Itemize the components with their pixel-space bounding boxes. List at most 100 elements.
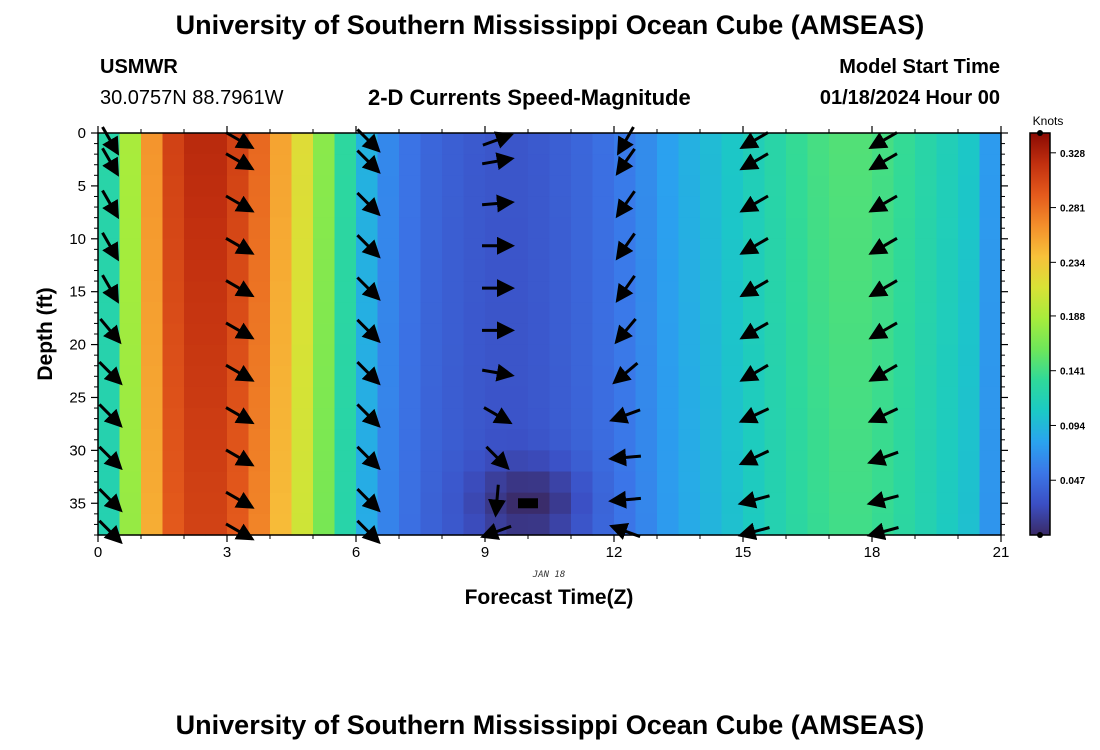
heatmap-cell [528, 323, 551, 346]
heatmap-cell [614, 429, 637, 451]
heatmap-cell [678, 175, 701, 198]
heatmap-cell [743, 259, 766, 282]
heatmap-cell [872, 217, 895, 240]
heatmap-cell [184, 175, 207, 198]
heatmap-cell [141, 386, 164, 409]
heatmap-cell [205, 238, 228, 261]
heatmap-cell [248, 386, 271, 409]
heatmap-cell [786, 196, 809, 219]
heatmap-cell [291, 259, 314, 282]
heatmap-cell [98, 386, 121, 409]
current-vector [101, 126, 119, 156]
current-vector [98, 519, 123, 545]
heatmap-cell [657, 471, 680, 494]
heatmap-cell [549, 175, 572, 198]
heatmap-cell [528, 196, 551, 219]
heatmap-cell [915, 471, 938, 494]
current-vector [225, 363, 255, 382]
heatmap-cell [377, 323, 400, 346]
heatmap-cell [657, 281, 680, 303]
heatmap-cell [635, 154, 658, 176]
heatmap-cell [162, 492, 185, 515]
heatmap-cell [205, 323, 228, 346]
heatmap-cell [356, 429, 379, 451]
heatmap-cell [743, 386, 766, 409]
heatmap-cell [291, 365, 314, 388]
heatmap-cell [635, 302, 658, 325]
heatmap-cell [399, 365, 422, 388]
heatmap-cell [356, 196, 379, 219]
current-vector [737, 522, 770, 541]
heatmap-cell [313, 217, 336, 240]
heatmap-cell [549, 259, 572, 282]
heatmap-cell [700, 196, 723, 219]
heatmap-cell [743, 429, 766, 451]
current-vector [225, 490, 255, 509]
heatmap-cell [119, 344, 142, 367]
heatmap-cell [205, 492, 228, 515]
heatmap-cell [119, 365, 142, 388]
heatmap-cell [592, 133, 615, 155]
heatmap-cell [915, 492, 938, 515]
heatmap-cell [356, 471, 379, 494]
heatmap-cell [442, 281, 465, 303]
heatmap-cell [678, 154, 701, 176]
heatmap-cell [528, 133, 551, 155]
heatmap-cell [786, 386, 809, 409]
heatmap-cell [850, 281, 873, 303]
heatmap-cell [721, 344, 744, 367]
heatmap-cell [377, 365, 400, 388]
heatmap-cell [635, 471, 658, 494]
heatmap-cell [829, 386, 852, 409]
heatmap-cell [119, 450, 142, 473]
heatmap-cell [936, 154, 959, 176]
heatmap-cell [119, 302, 142, 325]
heatmap-cell [420, 492, 443, 515]
station-name: USMWR [100, 56, 178, 78]
current-vector [101, 274, 119, 304]
current-vector [356, 488, 381, 513]
heatmap-cell [915, 175, 938, 198]
heatmap-cell [571, 133, 594, 155]
heatmap-cell [958, 323, 981, 346]
heatmap-cell [334, 408, 357, 430]
heatmap-cell [592, 259, 615, 282]
current-vector [225, 321, 255, 340]
heatmap-cell [420, 450, 443, 473]
heatmap-cell [377, 492, 400, 515]
heatmap-cell [915, 133, 938, 155]
heatmap-cell [678, 408, 701, 430]
heatmap-cell [442, 217, 465, 240]
heatmap-cell [270, 238, 293, 261]
heatmap-cell [678, 217, 701, 240]
current-vector [739, 131, 769, 149]
heatmap-cell [657, 133, 680, 155]
heatmap-cell [291, 281, 314, 303]
heatmap-cell [162, 133, 185, 155]
current-vector [483, 406, 513, 425]
heatmap-cell [893, 281, 916, 303]
y-tick-label: 35 [69, 495, 86, 512]
heatmap-cell [334, 513, 357, 536]
heatmap-cell [356, 175, 379, 198]
heatmap-cell [764, 408, 787, 430]
current-vector [101, 147, 120, 177]
current-vector [481, 152, 515, 171]
heatmap-cell [291, 302, 314, 325]
current-vector [101, 232, 119, 262]
heatmap-cell [786, 429, 809, 451]
current-vector [868, 237, 898, 255]
heatmap-cell [635, 259, 658, 282]
heatmap-cell [807, 259, 830, 282]
heatmap-cell [184, 492, 207, 515]
heatmap-cell [571, 471, 594, 494]
heatmap-cell [958, 513, 981, 536]
heatmap-cell [829, 365, 852, 388]
heatmap-cell [786, 302, 809, 325]
current-vector [98, 445, 123, 471]
heatmap-cell [313, 238, 336, 261]
colorbar-tick-label: 0.094 [1060, 421, 1085, 432]
heatmap-cell [485, 386, 508, 409]
heatmap-cell [248, 217, 271, 240]
heatmap-cell [958, 492, 981, 515]
